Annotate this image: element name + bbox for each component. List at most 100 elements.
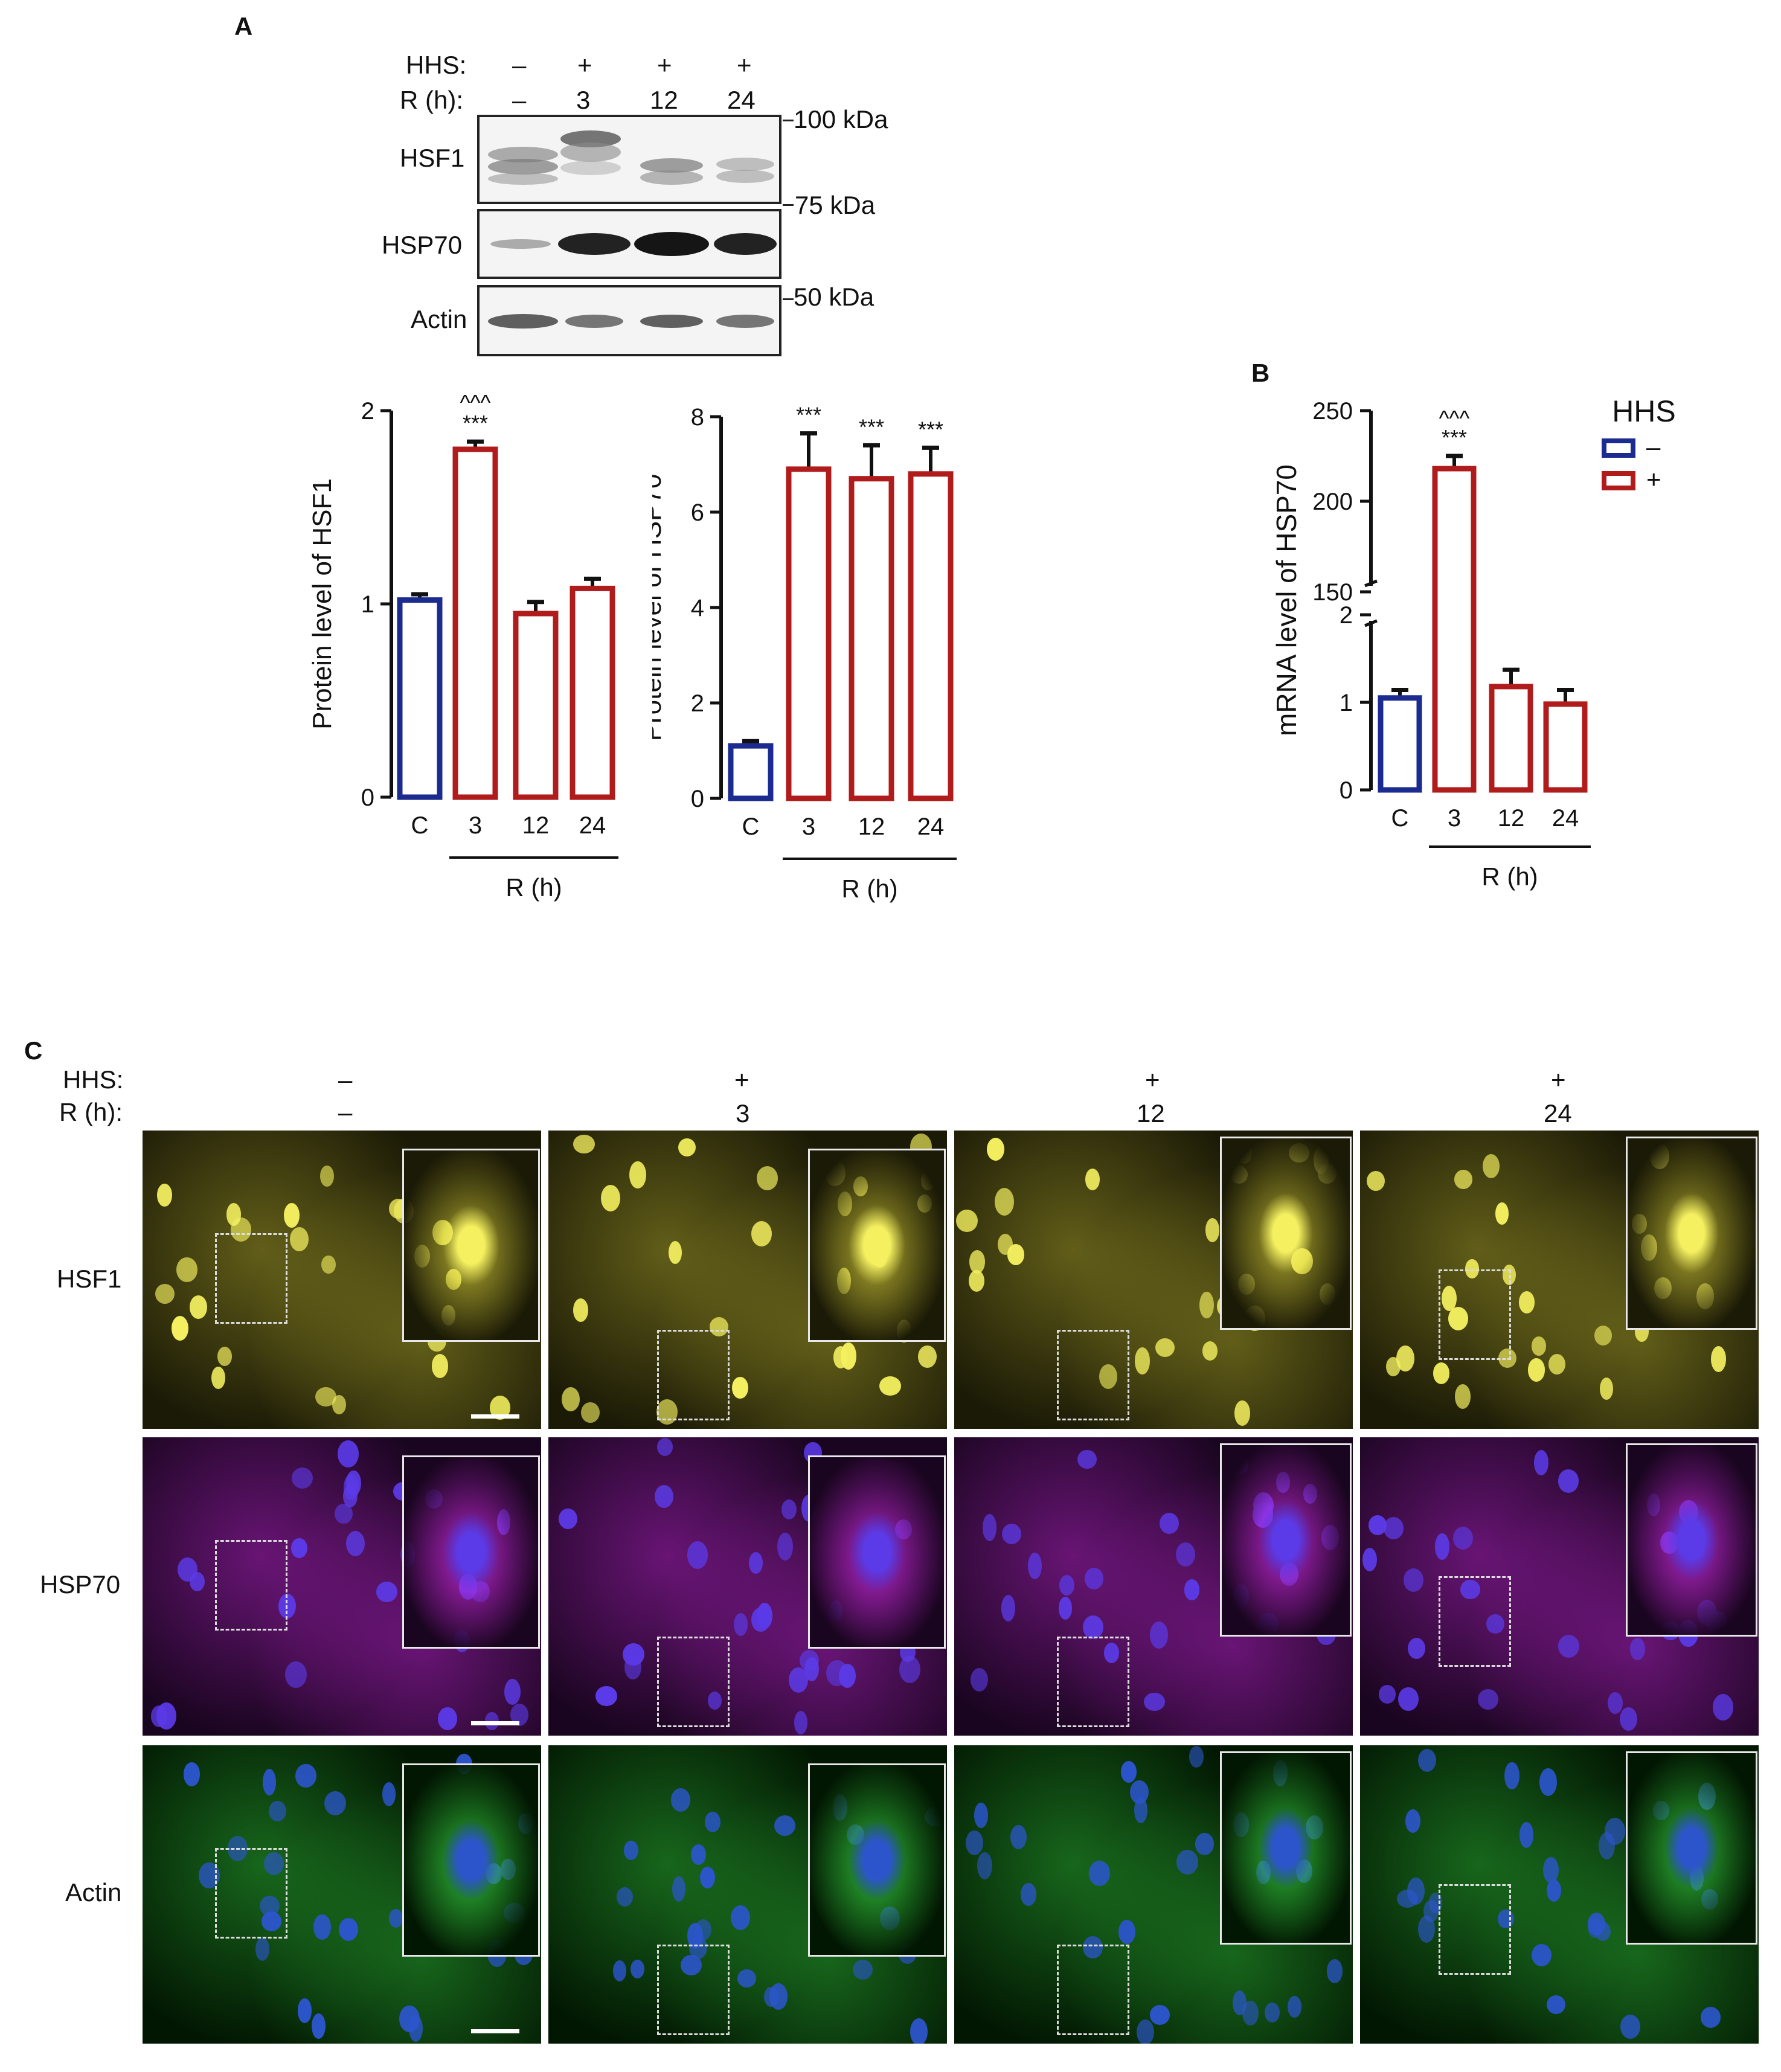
cell-nucleus [155, 1283, 175, 1304]
roi-box [215, 1233, 287, 1324]
roi-box [1439, 1884, 1511, 1975]
cell-nucleus [1452, 1526, 1474, 1550]
cell-nucleus [1531, 1943, 1552, 1966]
cell-nucleus [1362, 1547, 1378, 1572]
cell-nucleus [211, 1366, 225, 1389]
cell-nucleus [338, 1917, 359, 1942]
cell-nucleus [283, 1202, 300, 1228]
cell-nucleus [1594, 1326, 1613, 1346]
group-label: R (h) [841, 874, 897, 903]
significance-marker-2: ^^^ [460, 390, 491, 415]
cell-nucleus [1518, 1291, 1535, 1314]
cell-nucleus [1085, 1169, 1100, 1190]
roi-box [657, 1945, 730, 2035]
blot-r-col-2: 12 [650, 86, 678, 114]
y-tick-label: 2 [691, 690, 704, 717]
marker-100-kda: 100 kDa [794, 105, 888, 133]
cell-nucleus [910, 2018, 928, 2044]
cell-nucleus [774, 1815, 796, 1836]
y-tick-label: 2 [361, 398, 374, 425]
cell-nucleus [376, 1581, 398, 1602]
cell-nucleus [804, 1657, 819, 1682]
cell-nucleus [1712, 1693, 1734, 1721]
y-tick-label: 0 [691, 786, 704, 812]
y-tick-label: 2 [1340, 602, 1353, 629]
cell-nucleus [756, 1166, 778, 1190]
cell-nucleus [264, 1852, 284, 1876]
micro-row-hsp70-label: HSP70 [40, 1570, 121, 1599]
cell-nucleus [1130, 1780, 1149, 1804]
cell-nucleus [672, 1876, 685, 1902]
cell-nucleus [732, 1376, 748, 1399]
x-tick-label: 24 [917, 813, 945, 840]
cell-nucleus [1547, 1879, 1562, 1902]
cell-nucleus [217, 1347, 233, 1366]
cell-nucleus [670, 1788, 690, 1812]
cell-nucleus [343, 1484, 358, 1507]
zoom-inset [1626, 1137, 1757, 1330]
x-tick-label: C [742, 813, 760, 840]
cell-nucleus [879, 1376, 901, 1396]
bar-C [1378, 695, 1422, 793]
cell-nucleus [338, 1440, 359, 1467]
micrograph-r2-c2 [953, 1744, 1354, 2045]
blot-actin-bands [488, 314, 774, 329]
zoom-inset [808, 1763, 946, 1957]
roi-box [215, 1848, 287, 1939]
cell-nucleus [297, 1998, 312, 2023]
cell-nucleus [1619, 1707, 1637, 1731]
cell-nucleus [1407, 1877, 1425, 1905]
cell-nucleus [969, 1250, 986, 1274]
panel-c-letter: C [24, 1036, 43, 1065]
cell-nucleus [704, 1812, 721, 1832]
cell-nucleus [1082, 1615, 1103, 1640]
cell-nucleus [595, 1686, 617, 1706]
blot-hhs-col-1: + [577, 51, 592, 79]
micrograph-r0-c3 [1359, 1129, 1760, 1430]
cell-nucleus [1398, 1687, 1419, 1711]
marker-50-kda: 50 kDa [794, 283, 874, 311]
significance-marker: *** [796, 403, 821, 428]
zoom-inset [402, 1149, 540, 1342]
scale-bar [471, 1414, 519, 1419]
cell-nucleus [1558, 1635, 1579, 1658]
cell-nucleus [1058, 1596, 1073, 1620]
cell-nucleus [1441, 1285, 1457, 1312]
blot-r-col-1: 3 [576, 86, 591, 114]
cell-nucleus [1604, 1818, 1626, 1845]
cell-nucleus [970, 1667, 988, 1692]
micro-hhs-col-2: + [1145, 1065, 1160, 1094]
cell-nucleus [399, 2005, 420, 2032]
cell-nucleus [1160, 1512, 1179, 1535]
cell-nucleus [1417, 1748, 1436, 1772]
cell-nucleus [838, 1663, 856, 1688]
cell-nucleus [690, 1844, 706, 1865]
blot-r-col-3: 24 [727, 86, 756, 114]
x-tick-label: 12 [858, 813, 885, 840]
cell-nucleus [1486, 1614, 1504, 1634]
roi-box [1439, 1576, 1511, 1667]
x-tick-label: 3 [1448, 805, 1461, 832]
bar-3 [452, 446, 498, 800]
blot-row-hsf1-label: HSF1 [400, 144, 465, 172]
legend-label-control: – [1646, 432, 1661, 461]
cell-nucleus [321, 1255, 336, 1274]
cell-nucleus [1417, 1916, 1435, 1943]
cell-nucleus [656, 1438, 673, 1457]
y-tick-label: 1 [1340, 690, 1353, 716]
marker-tick-75 [783, 204, 794, 206]
cell-nucleus [1059, 1575, 1075, 1596]
cell-nucleus [1085, 1568, 1104, 1589]
zoom-inset [402, 1455, 540, 1649]
cell-nucleus [1608, 1692, 1623, 1714]
cell-nucleus [562, 1387, 580, 1411]
blot-actin-image [477, 285, 781, 356]
cell-nucleus [1498, 1910, 1514, 1929]
y-axis-label: mRNA level of HSP70 [1271, 464, 1302, 736]
cell-nucleus [1478, 1689, 1499, 1710]
cell-nucleus [1149, 1621, 1169, 1649]
zoom-inset [808, 1149, 946, 1342]
zoom-inset [1626, 1443, 1757, 1637]
